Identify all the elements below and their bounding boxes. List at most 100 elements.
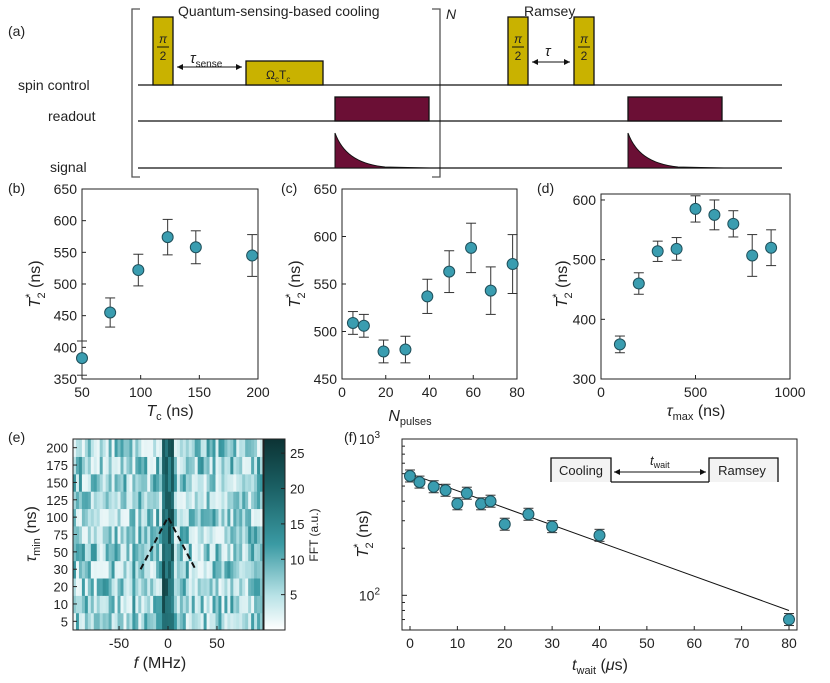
heatmap-cell — [159, 439, 163, 457]
heatmap-cell — [102, 473, 107, 492]
heatmap-cell — [90, 456, 95, 475]
heatmap-cell — [126, 508, 131, 527]
y-tick-label: 10 — [54, 597, 68, 612]
heatmap-cell — [141, 508, 145, 527]
heatmap-cell — [96, 439, 101, 457]
heatmap-cell — [203, 439, 208, 457]
chart-f: (f) 0 10 20 30 40 50 60 70 80 102 103 Cooling Rams… — [344, 429, 798, 677]
heatmap-cell — [135, 508, 139, 527]
x-tick-label: 10 — [450, 635, 466, 651]
heatmap-cell — [194, 595, 199, 614]
heatmap-cell — [173, 473, 178, 492]
heatmap-cell — [123, 560, 128, 579]
heatmap-cell — [239, 577, 243, 596]
heatmap-cell — [170, 439, 175, 457]
y-axis-label-b: T*2 (ns) — [24, 260, 48, 307]
y-tick-label: 500 — [54, 276, 78, 292]
heatmap-cell — [102, 595, 107, 614]
heatmap-cell — [105, 456, 110, 475]
heatmap-cell — [182, 473, 187, 492]
panel-label-a: (a) — [8, 23, 25, 39]
y-tick-label: 125 — [46, 493, 68, 508]
heatmap-cell — [182, 543, 187, 562]
heatmap-cell — [162, 577, 166, 596]
heatmap-cell — [194, 508, 199, 527]
heatmap-cell — [170, 456, 175, 475]
heatmap-cell — [251, 612, 255, 630]
heatmap-cell — [144, 577, 148, 596]
heatmap-cell — [200, 473, 205, 492]
heatmap-cell — [257, 491, 261, 510]
heatmap-cell — [218, 525, 223, 544]
heatmap-cell — [162, 439, 166, 457]
heatmap-cell — [78, 595, 83, 614]
heatmap-cell — [114, 612, 119, 630]
heatmap-cell — [81, 473, 86, 492]
heatmap-cell — [185, 560, 190, 579]
heatmap-cell — [197, 560, 202, 579]
y-tick-label: 600 — [314, 229, 338, 245]
heatmap-cell — [165, 456, 169, 475]
heatmap-cell — [141, 612, 145, 630]
heatmap-cell — [248, 612, 252, 630]
heatmap-cell — [251, 543, 255, 562]
heatmap-cell — [203, 525, 208, 544]
heatmap-cell — [78, 525, 83, 544]
heatmap-cell — [99, 577, 104, 596]
heatmap-cell — [233, 525, 237, 544]
heatmap-cell — [84, 560, 89, 579]
heatmap-cell — [170, 612, 175, 630]
heatmap-cell — [138, 491, 142, 510]
heatmap-cell — [96, 595, 101, 614]
heatmap-cell — [179, 543, 184, 562]
heatmap-cell — [90, 577, 95, 596]
heatmap-cell — [114, 577, 119, 596]
heatmap-cell — [135, 439, 139, 457]
heatmap-cell — [150, 560, 154, 579]
heatmap-cell — [251, 456, 255, 475]
heatmap-cell — [221, 525, 226, 544]
heatmap-cell — [260, 473, 263, 492]
heatmap-cell — [230, 439, 234, 457]
heatmap-cell — [150, 456, 154, 475]
heatmap-cell — [206, 525, 211, 544]
heatmap-cell — [173, 543, 178, 562]
heatmap-cell — [150, 439, 154, 457]
heatmap-cell — [105, 525, 110, 544]
heatmap-cell — [203, 491, 208, 510]
heatmap-cell — [218, 456, 223, 475]
data-point — [404, 469, 416, 482]
heatmap-cell — [233, 439, 237, 457]
heatmap-cell — [114, 456, 119, 475]
heatmap-cell — [245, 612, 249, 630]
heatmap-cell — [248, 456, 252, 475]
heatmap-cell — [111, 439, 116, 457]
heatmap-cell — [230, 456, 234, 475]
heatmap-cell — [242, 577, 246, 596]
heatmap-cell — [117, 456, 122, 475]
heatmap-cell — [99, 525, 104, 544]
heatmap-cell — [144, 543, 148, 562]
fit-line — [409, 473, 790, 611]
heatmap-cell — [251, 491, 255, 510]
heatmap-cell — [135, 525, 139, 544]
y-axis-label-c: T*2 (ns) — [284, 260, 308, 307]
heatmap-cell — [221, 508, 226, 527]
heatmap-cell — [123, 543, 128, 562]
heatmap-cell — [218, 577, 223, 596]
heatmap-cell — [254, 456, 258, 475]
data-point — [498, 518, 511, 531]
heatmap-cell — [218, 543, 223, 562]
heatmap-cell — [260, 612, 263, 630]
svg-text:2: 2 — [160, 49, 167, 63]
heatmap-cell — [81, 560, 86, 579]
heatmap-cell — [176, 595, 181, 614]
heatmap-cell — [200, 560, 205, 579]
heatmap-cell — [170, 525, 175, 544]
heatmap-cell — [78, 473, 83, 492]
heatmap-cell — [147, 473, 151, 492]
heatmap-cell — [105, 439, 110, 457]
heatmap-cell — [147, 456, 151, 475]
heatmap-cell — [173, 439, 178, 457]
heatmap-cell — [93, 560, 98, 579]
